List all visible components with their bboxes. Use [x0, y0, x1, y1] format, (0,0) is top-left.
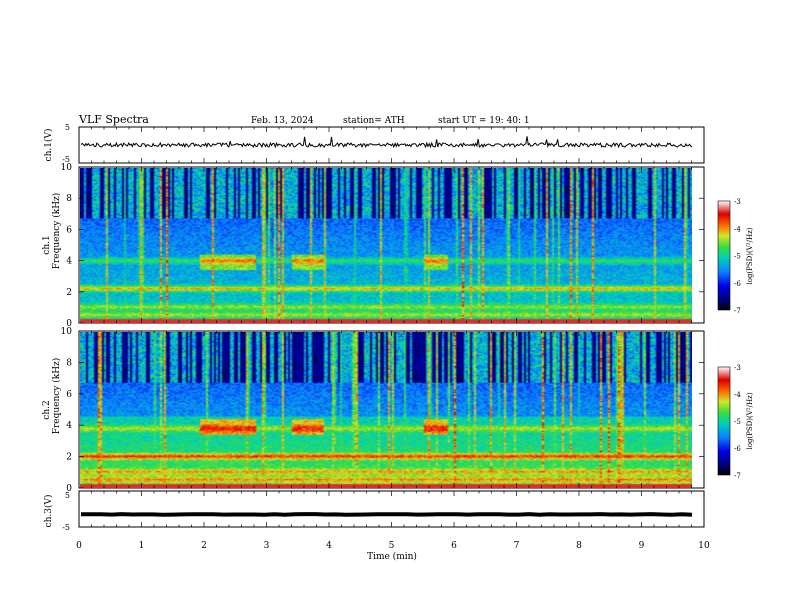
frequency-tick-label: 2 — [66, 288, 72, 298]
time-tick-label: 1 — [139, 541, 145, 551]
time-axis-label: Time (min) — [367, 551, 417, 562]
time-axis-tick-labels: 0 1 2 3 4 5 6 7 8 9 10 — [76, 541, 710, 551]
colorbar-tick-label: -7 — [734, 307, 741, 315]
colorbar-tick-label: -6 — [734, 445, 741, 453]
colorbar-tick-label: -5 — [734, 253, 741, 261]
colorbar-tick-label: -3 — [734, 364, 741, 372]
frequency-tick-label: 8 — [66, 358, 72, 368]
frequency-tick-label: 8 — [66, 194, 72, 204]
time-tick-label: 4 — [326, 541, 332, 551]
ch1-ylabel: ch.1(V) — [43, 129, 54, 162]
ch2-colorbar-label: log(PSD)(V²/Hz) — [746, 392, 754, 449]
ch1-waveform-trace — [80, 136, 693, 149]
time-tick-label: 9 — [639, 541, 645, 551]
time-tick-label: 6 — [451, 541, 457, 551]
frequency-tick-label: 10 — [61, 327, 73, 337]
ch3-ytick-bottom: -5 — [62, 523, 70, 532]
frequency-tick-label: 6 — [66, 225, 72, 235]
ch1-colorbar-bar — [717, 200, 731, 311]
ch2-spec-ylabel-line1: ch.2 — [42, 400, 52, 419]
ch3-ytick-top: 5 — [65, 491, 70, 500]
time-tick-label: 0 — [76, 541, 82, 551]
ch3-ylabel: ch.3(V) — [43, 495, 54, 528]
header-date: Feb. 13, 2024 — [251, 116, 314, 126]
colorbar-tick-label: -7 — [734, 472, 741, 480]
frequency-tick-label: 2 — [66, 453, 72, 463]
time-tick-label: 8 — [576, 541, 582, 551]
ch2-spectrogram-panel: 0 2 4 6 8 10 ch.2 Frequency (kHz) — [42, 327, 705, 494]
ch1-colorbar: -3 -4 -5 -6 -7 log(PSD)(V²/Hz) — [717, 198, 754, 315]
colorbar-tick-label: -6 — [734, 280, 741, 288]
time-tick-label: 7 — [514, 541, 520, 551]
ch2-spectrogram-image — [80, 332, 692, 488]
ch3-waveform-panel: 5 -5 ch.3(V) — [43, 490, 705, 532]
ch1-waveform-panel: 5 -5 ch.1(V) — [43, 123, 705, 164]
frequency-tick-label: 6 — [66, 390, 72, 400]
frequency-tick-label: 4 — [66, 257, 72, 267]
frequency-tick-label: 4 — [66, 421, 72, 431]
colorbar-tick-label: -3 — [734, 198, 741, 206]
header-station: station= ATH — [343, 116, 405, 126]
ch2-colorbar-bar — [717, 366, 731, 476]
ch1-colorbar-ticks: -3 -4 -5 -6 -7 — [734, 198, 741, 315]
time-axis-ticks — [78, 127, 705, 527]
colorbar-tick-label: -4 — [734, 391, 741, 399]
colorbar-tick-label: -5 — [734, 418, 741, 426]
ch1-ytick-bottom: -5 — [62, 155, 70, 164]
time-tick-label: 3 — [264, 541, 270, 551]
ch1-colorbar-label: log(PSD)(V²/Hz) — [746, 227, 754, 284]
frequency-tick-label: 0 — [66, 319, 72, 329]
figure-title: VLF Spectra — [78, 113, 149, 126]
ch2-colorbar: -3 -4 -5 -6 -7 log(PSD)(V²/Hz) — [717, 364, 754, 480]
frequency-tick-label: 0 — [66, 484, 72, 494]
ch2-spec-ylabel-line2: Frequency (kHz) — [51, 358, 62, 435]
time-tick-label: 10 — [698, 541, 710, 551]
ch2-colorbar-ticks: -3 -4 -5 -6 -7 — [734, 364, 741, 480]
ch1-spectrogram-image — [80, 168, 692, 323]
colorbar-tick-label: -4 — [734, 225, 741, 233]
ch2-spectrogram-yticks: 0 2 4 6 8 10 — [61, 327, 704, 494]
frequency-tick-label: 10 — [61, 163, 73, 173]
ch1-spec-ylabel-line1: ch.1 — [42, 235, 52, 254]
time-tick-label: 2 — [201, 541, 207, 551]
ch1-spectrogram-yticks: 0 2 4 6 8 10 — [61, 163, 704, 329]
ch1-spec-ylabel-line2: Frequency (kHz) — [51, 193, 62, 270]
ch3-waveform-trace — [80, 512, 693, 517]
time-tick-label: 5 — [389, 541, 395, 551]
ch1-spectrogram-panel: 0 2 4 6 8 10 ch.1 Frequency (kHz) — [42, 163, 705, 329]
ch3-waveform-frame — [78, 490, 705, 528]
ch1-ytick-top: 5 — [65, 123, 70, 132]
header-start-ut: start UT = 19: 40: 1 — [438, 116, 530, 126]
